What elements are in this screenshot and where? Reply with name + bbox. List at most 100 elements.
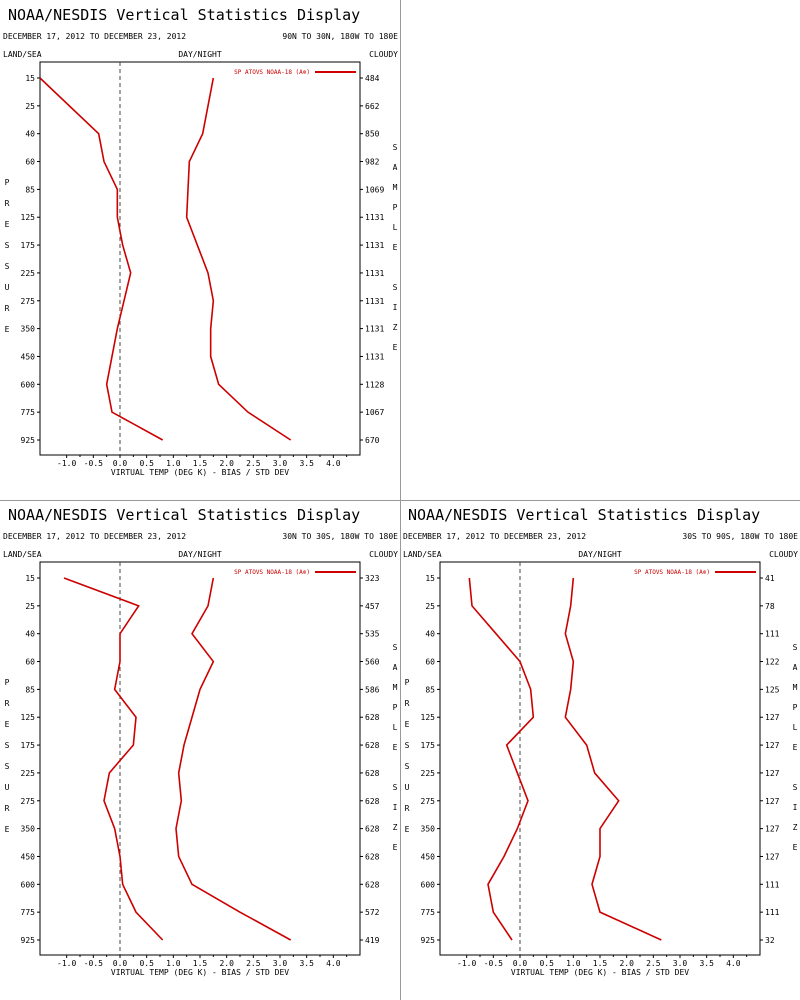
date-range: DECEMBER 17, 2012 TO DECEMBER 23, 2012: [3, 32, 186, 41]
pressure-tick-label: 85: [425, 685, 435, 694]
sample-size-label: 628: [365, 852, 380, 861]
sample-size-axis-letter: P: [393, 703, 398, 712]
land-sea-label: LAND/SEA: [3, 550, 42, 559]
pressure-tick-label: 450: [21, 852, 36, 861]
x-tick-label: 2.5: [246, 459, 261, 468]
sample-size-label: 484: [365, 74, 380, 83]
pressure-axis-letter: R: [5, 699, 10, 708]
sample-size-label: 111: [765, 630, 780, 639]
pressure-axis-letter: E: [405, 825, 410, 834]
day-night-label: DAY/NIGHT: [578, 550, 622, 559]
panel-divider-horizontal: [0, 500, 800, 501]
sample-size-axis-letter: M: [393, 683, 398, 692]
x-tick-label: 0.0: [513, 959, 528, 968]
bias-series-line: [468, 577, 535, 941]
pressure-tick-label: 25: [425, 602, 435, 611]
x-tick-label: 1.0: [166, 959, 181, 968]
pressure-axis-letter: P: [405, 678, 410, 687]
pressure-tick-label: 600: [21, 380, 36, 389]
sample-size-label: 41: [765, 574, 775, 583]
pressure-tick-label: 175: [421, 741, 436, 750]
legend-label: SP ATOVS NOAA-18 (A⊗): [234, 569, 310, 576]
pressure-axis-letter: R: [5, 199, 10, 208]
plot-frame: [39, 61, 361, 456]
sample-size-label: 78: [765, 602, 775, 611]
pressure-tick-label: 15: [25, 74, 35, 83]
pressure-axis-letter: R: [405, 699, 410, 708]
sample-size-axis-letter: E: [393, 743, 398, 752]
sample-size-axis-letter: I: [793, 803, 798, 812]
sample-size-label: 670: [365, 436, 380, 445]
pressure-axis-letter: U: [405, 783, 410, 792]
pressure-tick-label: 775: [421, 908, 436, 917]
sample-size-label: 127: [765, 713, 780, 722]
sample-size-label: 1128: [365, 380, 384, 389]
pressure-tick-label: 85: [25, 685, 35, 694]
pressure-tick-label: 60: [25, 658, 35, 667]
sample-size-axis-letter: L: [393, 223, 398, 232]
pressure-tick-label: 60: [425, 658, 435, 667]
sample-size-axis-letter: M: [393, 183, 398, 192]
sample-size-label: 572: [365, 908, 380, 917]
pressure-tick-label: 15: [425, 574, 435, 583]
sample-size-axis-letter: A: [793, 663, 798, 672]
sample-size-axis-letter: Z: [393, 323, 398, 332]
pressure-axis-letter: E: [5, 720, 10, 729]
sample-size-label: 419: [365, 936, 380, 945]
x-tick-label: 0.0: [113, 459, 128, 468]
pressure-axis-letter: S: [405, 762, 410, 771]
chart-panel-empty: [400, 0, 800, 500]
x-tick-label: 0.5: [539, 959, 554, 968]
sample-size-label: 32: [765, 936, 775, 945]
pressure-tick-label: 15: [25, 574, 35, 583]
sample-size-label: 628: [365, 769, 380, 778]
pressure-tick-label: 350: [21, 325, 36, 334]
x-tick-label: 3.5: [699, 959, 714, 968]
x-tick-label: 3.5: [299, 459, 314, 468]
x-tick-label: 2.0: [219, 459, 234, 468]
sample-size-label: 1131: [365, 325, 384, 334]
pressure-tick-label: 40: [25, 130, 35, 139]
sample-size-axis-letter: I: [393, 303, 398, 312]
sample-size-label: 1131: [365, 241, 384, 250]
pressure-tick-label: 350: [21, 825, 36, 834]
sample-size-label: 125: [765, 685, 780, 694]
date-range: DECEMBER 17, 2012 TO DECEMBER 23, 2012: [403, 532, 586, 541]
sample-size-label: 1131: [365, 297, 384, 306]
plot-frame: [439, 561, 761, 956]
sample-size-label: 982: [365, 158, 380, 167]
sample-size-axis-letter: Z: [393, 823, 398, 832]
pressure-tick-label: 275: [421, 797, 436, 806]
pressure-axis-letter: P: [5, 178, 10, 187]
pressure-tick-label: 225: [21, 269, 36, 278]
sample-size-label: 127: [765, 769, 780, 778]
sample-size-label: 850: [365, 130, 380, 139]
pressure-tick-label: 275: [21, 297, 36, 306]
pressure-tick-label: 925: [421, 936, 436, 945]
bias-series-line: [39, 77, 164, 441]
sample-size-axis-letter: P: [393, 203, 398, 212]
pressure-tick-label: 175: [21, 741, 36, 750]
x-axis-label: VIRTUAL TEMP (DEG K) - BIAS / STD DEV: [111, 968, 289, 977]
sample-size-axis-letter: S: [393, 143, 398, 152]
day-night-label: DAY/NIGHT: [178, 50, 222, 59]
sample-size-axis-letter: L: [393, 723, 398, 732]
region-label: 30N TO 30S, 180W TO 180E: [282, 532, 398, 541]
x-axis-label: VIRTUAL TEMP (DEG K) - BIAS / STD DEV: [511, 968, 689, 977]
pressure-axis-letter: R: [5, 804, 10, 813]
pressure-axis-letter: S: [5, 741, 10, 750]
legend-label: SP ATOVS NOAA-18 (A⊗): [634, 569, 710, 576]
pressure-axis-letter: S: [405, 741, 410, 750]
pressure-tick-label: 600: [21, 880, 36, 889]
pressure-tick-label: 775: [21, 908, 36, 917]
std-dev-series-line: [175, 577, 292, 941]
x-tick-label: 3.0: [273, 959, 288, 968]
pressure-tick-label: 175: [21, 241, 36, 250]
sample-size-axis-letter: A: [393, 663, 398, 672]
pressure-tick-label: 925: [21, 936, 36, 945]
sample-size-axis-letter: E: [393, 843, 398, 852]
pressure-tick-label: 125: [21, 213, 36, 222]
pressure-tick-label: 225: [421, 769, 436, 778]
cloudy-label: CLOUDY: [369, 50, 398, 59]
sample-size-label: 628: [365, 825, 380, 834]
